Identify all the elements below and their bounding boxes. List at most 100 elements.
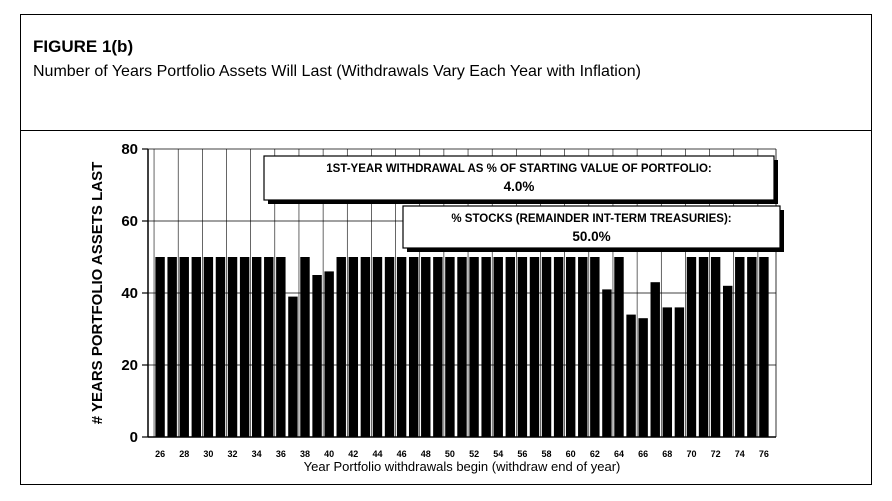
bar — [300, 257, 310, 437]
bar — [529, 257, 540, 437]
bar — [239, 257, 250, 437]
x-tick-label: 42 — [348, 449, 358, 459]
annotation-value: 4.0% — [504, 179, 535, 194]
bar — [215, 257, 226, 437]
bar — [155, 257, 165, 437]
chart-annotations: 1ST-YEAR WITHDRAWAL AS % OF STARTING VAL… — [263, 155, 784, 252]
annotation-box — [402, 205, 781, 249]
bar — [203, 257, 214, 437]
x-tick-label: 28 — [179, 449, 189, 459]
bar — [276, 257, 286, 437]
figure-label: FIGURE 1(b) — [33, 37, 134, 56]
bar — [408, 257, 419, 437]
x-tick-label: 52 — [469, 449, 479, 459]
bar — [179, 257, 189, 437]
bar — [650, 282, 660, 437]
x-tick-labels: 26 28 30 32 34 36 38 40 42 44 46 48 50 52 54 56 58 60 62 64… — [155, 449, 769, 459]
bar — [541, 257, 552, 437]
y-tick-label: 80 — [121, 141, 138, 158]
bar — [505, 257, 516, 437]
x-tick-label: 62 — [590, 449, 600, 459]
annotation-text: % STOCKS (REMAINDER INT-TERM TREASURIES)… — [451, 213, 731, 225]
x-tick-label: 46 — [397, 449, 407, 459]
bar — [457, 257, 467, 437]
bar — [167, 257, 177, 437]
bar — [590, 257, 600, 437]
x-tick-label: 48 — [421, 449, 431, 459]
bar — [372, 257, 383, 437]
bar — [384, 257, 395, 437]
bar — [674, 307, 685, 437]
bar — [348, 257, 359, 437]
bar — [553, 257, 564, 437]
bar — [288, 296, 298, 437]
x-tick-label: 50 — [445, 449, 455, 459]
x-tick-label: 26 — [155, 449, 165, 459]
y-tick-label: 40 — [121, 285, 138, 302]
bar — [626, 314, 636, 437]
x-tick-label: 60 — [566, 449, 576, 459]
bar — [469, 257, 479, 437]
annotation-text: 1ST-YEAR WITHDRAWAL AS % OF STARTING VAL… — [326, 163, 711, 175]
bar — [759, 257, 769, 437]
bar — [698, 257, 709, 437]
bar — [227, 257, 238, 437]
bar — [565, 257, 576, 437]
x-tick-label: 58 — [542, 449, 552, 459]
bar — [710, 257, 721, 437]
x-tick-label: 54 — [493, 449, 503, 459]
bar — [264, 257, 274, 437]
x-tick-label: 44 — [372, 449, 382, 459]
x-tick-label: 76 — [759, 449, 769, 459]
bar — [614, 257, 624, 437]
bar — [421, 257, 431, 437]
x-tick-label: 56 — [517, 449, 527, 459]
y-tick-label: 0 — [130, 429, 138, 446]
y-tick-labels: 0 20 40 60 80 — [121, 141, 138, 446]
x-tick-label: 68 — [662, 449, 672, 459]
x-tick-label: 66 — [638, 449, 648, 459]
x-tick-label: 74 — [735, 449, 745, 459]
bar — [360, 257, 371, 437]
chart-bars — [155, 257, 769, 437]
annotation-box — [263, 155, 775, 201]
bar — [396, 257, 407, 437]
bar — [336, 257, 346, 437]
y-axis-label: # YEARS PORTFOLIO ASSETS LAST — [89, 162, 106, 425]
bar — [517, 257, 528, 437]
x-tick-label: 32 — [228, 449, 238, 459]
x-tick-label: 34 — [252, 449, 262, 459]
x-tick-label: 40 — [324, 449, 334, 459]
y-tick-label: 60 — [121, 213, 138, 230]
bar — [662, 307, 673, 437]
x-tick-label: 36 — [276, 449, 286, 459]
bar — [324, 271, 334, 437]
bar — [735, 257, 745, 437]
bar — [481, 257, 491, 437]
chart-axes — [142, 148, 776, 438]
bar — [191, 257, 202, 437]
figure-caption: Number of Years Portfolio Assets Will La… — [33, 63, 641, 80]
bar — [602, 289, 612, 437]
bar — [493, 257, 503, 437]
x-tick-label: 38 — [300, 449, 310, 459]
bar — [686, 257, 697, 437]
x-tick-label: 72 — [711, 449, 721, 459]
bar — [312, 275, 322, 437]
bar — [722, 285, 733, 437]
bar — [578, 257, 588, 437]
y-tick-label: 20 — [121, 357, 138, 374]
x-tick-label: 30 — [203, 449, 213, 459]
figure-header: FIGURE 1(b) Number of Years Portfolio As… — [21, 15, 871, 131]
x-tick-label: 70 — [686, 449, 696, 459]
x-axis-label: Year Portfolio withdrawals begin (withdr… — [304, 459, 621, 474]
x-tick-label: 64 — [614, 449, 624, 459]
bar — [638, 318, 648, 437]
figure-frame: FIGURE 1(b) Number of Years Portfolio As… — [20, 14, 872, 485]
bar — [433, 257, 443, 437]
bar — [445, 257, 455, 437]
annotation-value: 50.0% — [572, 229, 610, 244]
bar — [747, 257, 757, 437]
bar — [251, 257, 262, 437]
